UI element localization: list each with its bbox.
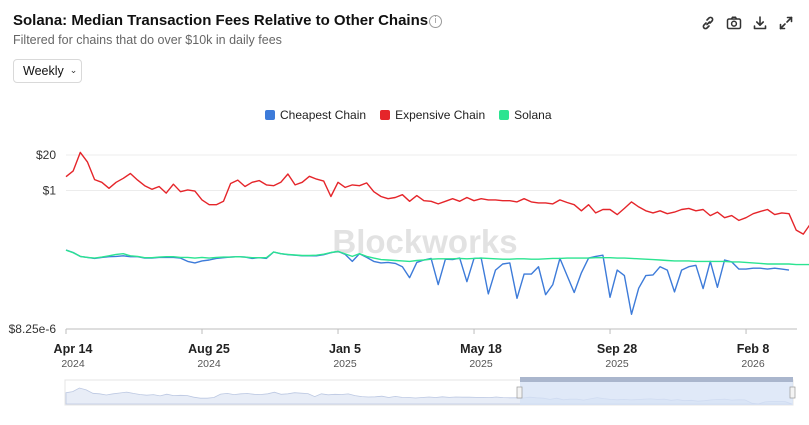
y-tick-label: $20: [36, 148, 56, 162]
watermark: Blockworks: [332, 223, 517, 260]
navigator-selection[interactable]: [520, 380, 793, 405]
chart-toolbar: [699, 14, 795, 32]
navigator-handle-left[interactable]: [516, 386, 523, 399]
info-icon[interactable]: i: [429, 15, 442, 28]
legend-swatch: [499, 110, 510, 120]
legend-label: Solana: [514, 108, 552, 122]
chart-title: Solana: Median Transaction Fees Relative…: [13, 12, 429, 29]
x-tick-label: Jan 5: [329, 342, 361, 356]
series-line-solana: [65, 249, 809, 266]
camera-icon[interactable]: [725, 14, 743, 32]
legend-label: Cheapest Chain: [280, 108, 367, 122]
range-navigator[interactable]: [64, 377, 796, 406]
legend-swatch: [265, 110, 275, 120]
x-tick-label: Apr 14: [54, 342, 93, 356]
x-tick-label: Sep 28: [597, 342, 637, 356]
x-tick-year: 2024: [61, 358, 85, 370]
y-tick-label: $1: [43, 183, 57, 197]
navigator-scrollbar[interactable]: [520, 377, 793, 382]
y-tick-label: $8.25e-6: [9, 322, 57, 336]
x-tick-label: Aug 25: [188, 342, 230, 356]
x-tick-year: 2025: [605, 358, 629, 370]
x-axis: Apr 14 2024 Aug 25 2024 Jan 5 2025 May 18 2025 S…: [54, 329, 770, 370]
legend-item-solana[interactable]: Solana: [499, 108, 552, 122]
download-icon[interactable]: [751, 14, 769, 32]
series-lines: [65, 151, 809, 315]
x-tick-year: 2024: [197, 358, 221, 370]
x-tick-year: 2025: [469, 358, 493, 370]
x-tick-label: Feb 8: [737, 342, 770, 356]
legend-item-expensive[interactable]: Expensive Chain: [380, 108, 485, 122]
chart-legend: Cheapest Chain Expensive Chain Solana: [265, 108, 552, 122]
x-tick-year: 2025: [333, 358, 357, 370]
legend-item-cheapest[interactable]: Cheapest Chain: [265, 108, 366, 122]
interval-dropdown[interactable]: Weekly ⌄: [13, 59, 82, 83]
series-line-expensive-chain: [65, 151, 809, 235]
y-axis: $20 $1 $8.25e-6: [9, 148, 57, 336]
chevron-down-icon: ⌄: [69, 66, 78, 76]
x-tick-year: 2026: [741, 358, 765, 370]
navigator-handle-right[interactable]: [789, 386, 796, 399]
legend-label: Expensive Chain: [395, 108, 486, 122]
expand-icon[interactable]: [777, 14, 795, 32]
interval-value: Weekly: [23, 64, 64, 78]
x-tick-label: May 18: [460, 342, 502, 356]
legend-swatch: [380, 110, 391, 120]
link-icon[interactable]: [699, 14, 717, 32]
chart-subtitle: Filtered for chains that do over $10k in…: [13, 33, 282, 47]
